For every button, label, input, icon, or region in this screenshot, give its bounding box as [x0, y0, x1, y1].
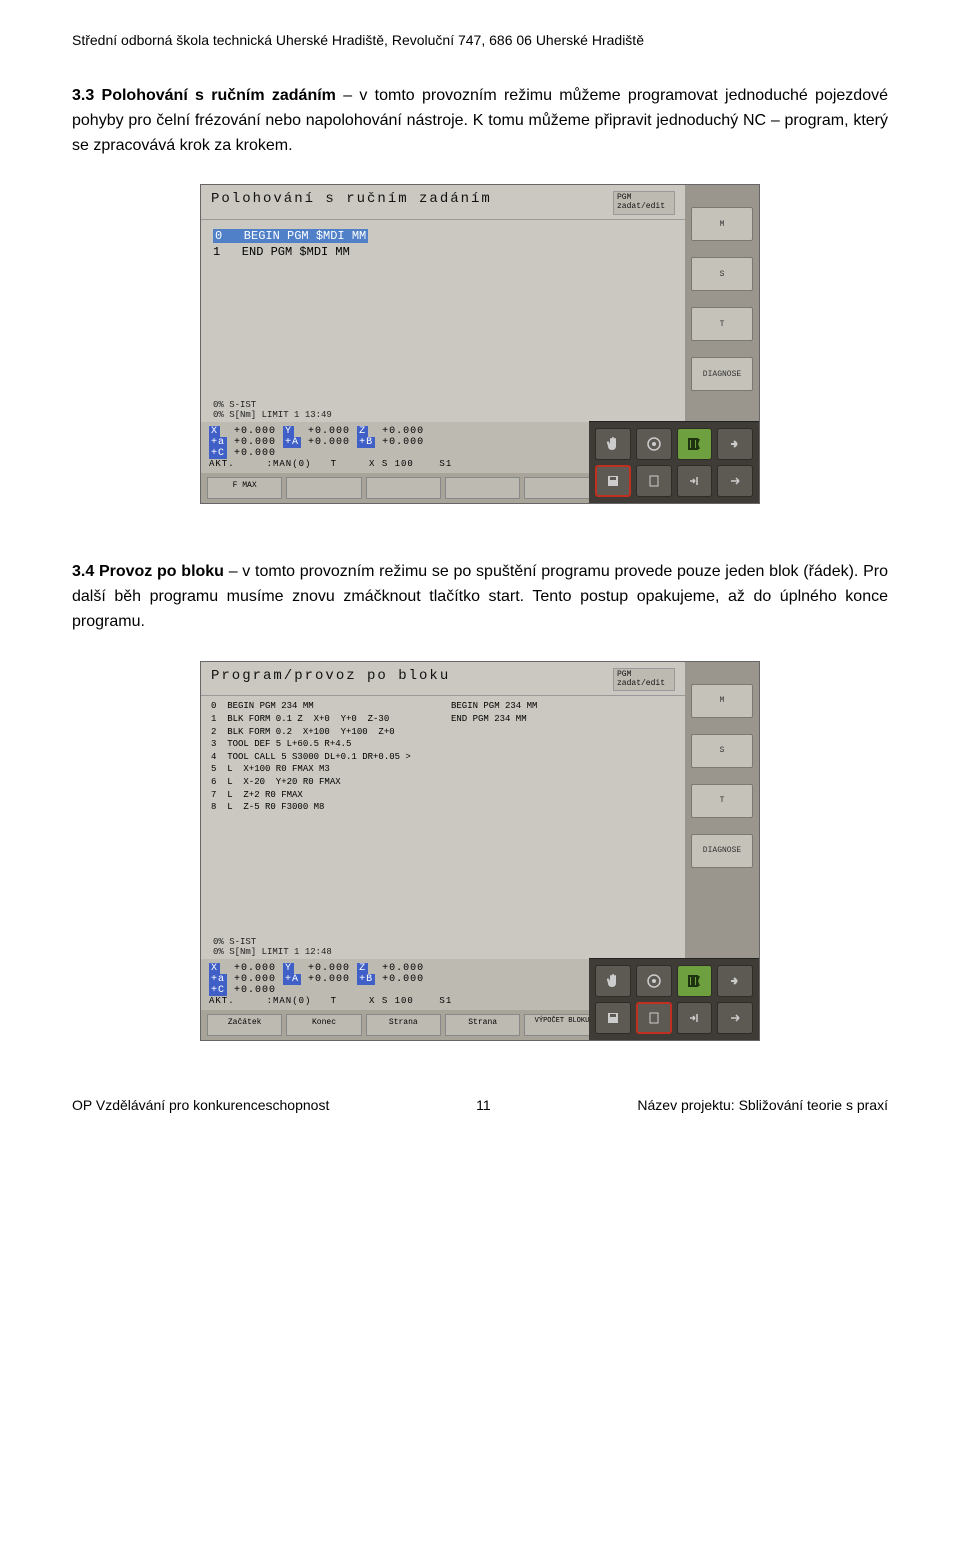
softkey-fmax[interactable]: F MAX [207, 477, 282, 499]
l1: 1 BLK FORM 0.1 Z X+0 Y+0 Z-30 [211, 713, 435, 726]
title-text: Program/provoz po bloku [211, 668, 450, 692]
file-icon[interactable] [636, 465, 672, 497]
softkey-empty[interactable] [366, 477, 441, 499]
l8: 8 L Z-5 R0 F3000 M8 [211, 801, 435, 814]
softkey-page2[interactable]: Strana [445, 1014, 520, 1036]
hand-icon[interactable] [595, 428, 631, 460]
side-m-icon[interactable]: M [691, 684, 753, 718]
wheel-icon[interactable] [636, 965, 672, 997]
l0: 0 BEGIN PGM 234 MM [211, 700, 435, 713]
l7: 7 L Z+2 R0 FMAX [211, 789, 435, 802]
title-bar: Program/provoz po bloku PGM zadat/edit [201, 662, 685, 697]
side-s-icon[interactable]: S [691, 257, 753, 291]
footer-page: 11 [476, 1097, 491, 1113]
footer-left: OP Vzdělávání pro konkurenceschopnost [72, 1097, 329, 1113]
button-grid [589, 958, 759, 1040]
r0: BEGIN PGM 234 MM [451, 701, 537, 711]
run-icon[interactable] [677, 428, 713, 460]
side-s-icon[interactable]: S [691, 734, 753, 768]
status2: 0% S[Nm] LIMIT 1 12:48 [213, 947, 673, 957]
l3: 3 TOOL DEF 5 L+60.5 R+4.5 [211, 738, 435, 751]
section-3-4-title: 3.4 Provoz po bloku [72, 563, 224, 580]
footer-right: Název projektu: Sbližování teorie s prax… [637, 1097, 888, 1113]
r1: END PGM 234 MM [451, 713, 675, 726]
wheel-icon[interactable] [636, 428, 672, 460]
dual-code-area: 0 BEGIN PGM 234 MM 1 BLK FORM 0.1 Z X+0 … [201, 696, 685, 934]
continue-icon[interactable] [717, 1002, 753, 1034]
code-line-0: 0 BEGIN PGM $MDI MM [213, 229, 368, 243]
l2: 2 BLK FORM 0.2 X+100 Y+100 Z+0 [211, 726, 435, 739]
side-t-icon[interactable]: T [691, 784, 753, 818]
l5: 5 L X+100 R0 FMAX M3 [211, 763, 435, 776]
pgm-mode-box: PGM zadat/edit [613, 191, 675, 215]
button-grid [589, 421, 759, 503]
side-diagnose-icon[interactable]: DIAGNOSE [691, 357, 753, 391]
status2: 0% S[Nm] LIMIT 1 13:49 [213, 410, 673, 420]
cnc-screenshot-2: Program/provoz po bloku PGM zadat/edit 0… [200, 661, 760, 1041]
left-code-column: 0 BEGIN PGM 234 MM 1 BLK FORM 0.1 Z X+0 … [207, 696, 439, 930]
arrow-right-icon[interactable] [717, 428, 753, 460]
softkey-page1[interactable]: Strana [366, 1014, 441, 1036]
side-m-icon[interactable]: M [691, 207, 753, 241]
side-column: M S T DIAGNOSE [685, 662, 759, 1040]
nc-code-area: 0 BEGIN PGM $MDI MM 1 END PGM $MDI MM [201, 220, 685, 398]
title-text: Polohování s ručním zadáním [211, 191, 492, 215]
hand-icon[interactable] [595, 965, 631, 997]
l4: 4 TOOL CALL 5 S3000 DL+0.1 DR+0.05 > [211, 751, 435, 764]
section-3-4: 3.4 Provoz po bloku – v tomto provozním … [72, 560, 888, 634]
page-footer: OP Vzdělávání pro konkurenceschopnost 11… [72, 1097, 888, 1113]
section-3-3-title: 3.3 Polohování s ručním zadáním [72, 87, 336, 104]
side-t-icon[interactable]: T [691, 307, 753, 341]
side-diagnose-icon[interactable]: DIAGNOSE [691, 834, 753, 868]
page-header: Střední odborná škola technická Uherské … [72, 32, 888, 48]
code-line-1: 1 END PGM $MDI MM [213, 244, 673, 260]
right-code-column: BEGIN PGM 234 MM END PGM 234 MM [447, 696, 679, 930]
status1: 0% S-IST [213, 400, 673, 410]
status1: 0% S-IST [213, 937, 673, 947]
cnc-screenshot-1: Polohování s ručním zadáním PGM zadat/ed… [200, 184, 760, 504]
side-column: M S T DIAGNOSE [685, 185, 759, 503]
run-icon[interactable] [677, 965, 713, 997]
disk-icon[interactable] [595, 465, 631, 497]
continue-icon[interactable] [717, 465, 753, 497]
arrow-right-icon[interactable] [717, 965, 753, 997]
file-icon[interactable] [636, 1002, 672, 1034]
softkey-empty[interactable] [445, 477, 520, 499]
title-bar: Polohování s ručním zadáním PGM zadat/ed… [201, 185, 685, 220]
step-icon[interactable] [677, 1002, 713, 1034]
l6: 6 L X-20 Y+20 R0 FMAX [211, 776, 435, 789]
softkey-end[interactable]: Konec [286, 1014, 361, 1036]
section-3-3: 3.3 Polohování s ručním zadáním – v tomt… [72, 84, 888, 158]
disk-icon[interactable] [595, 1002, 631, 1034]
softkey-empty[interactable] [286, 477, 361, 499]
status-strip: 0% S-IST 0% S[Nm] LIMIT 1 13:49 [201, 398, 685, 422]
pgm-mode-box: PGM zadat/edit [613, 668, 675, 692]
softkey-begin[interactable]: Začátek [207, 1014, 282, 1036]
status-strip: 0% S-IST 0% S[Nm] LIMIT 1 12:48 [201, 935, 685, 959]
step-icon[interactable] [677, 465, 713, 497]
